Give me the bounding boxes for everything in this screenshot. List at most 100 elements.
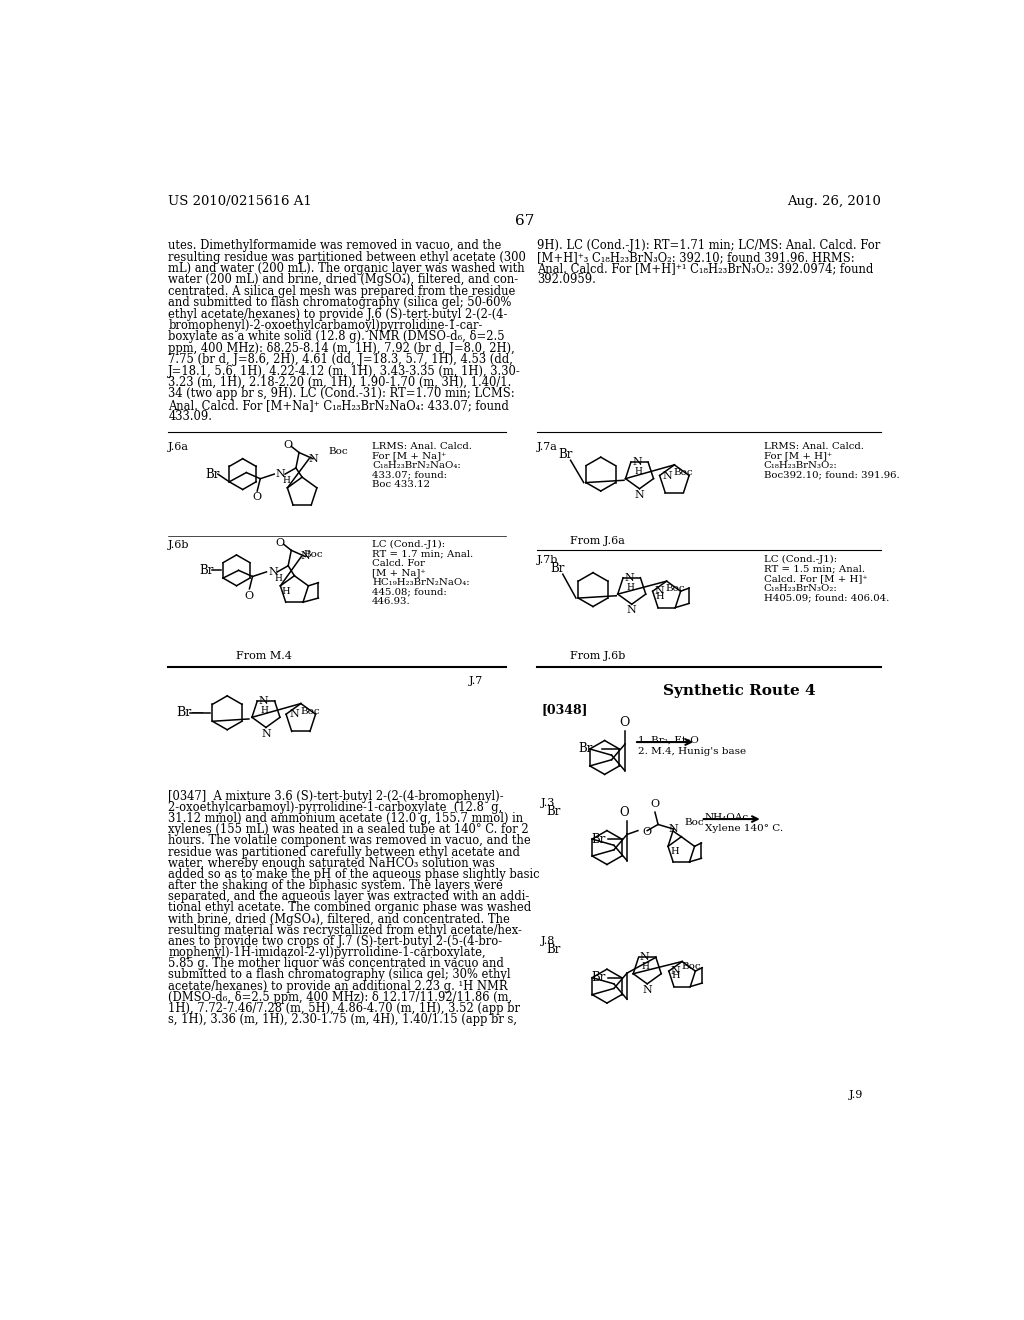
Text: N: N bbox=[640, 952, 649, 962]
Text: Boc: Boc bbox=[329, 446, 348, 455]
Text: J.6b: J.6b bbox=[168, 540, 189, 549]
Text: H: H bbox=[642, 962, 649, 972]
Text: N: N bbox=[261, 729, 270, 739]
Text: 2. M.4, Hunig's base: 2. M.4, Hunig's base bbox=[638, 747, 746, 756]
Text: acetate/hexanes) to provide an additional 2.23 g. ¹H NMR: acetate/hexanes) to provide an additiona… bbox=[168, 979, 508, 993]
Text: N: N bbox=[671, 966, 680, 975]
Text: RT = 1.5 min; Anal.: RT = 1.5 min; Anal. bbox=[764, 565, 864, 574]
Text: Br: Br bbox=[592, 972, 606, 985]
Text: water (200 mL) and brine, dried (MgSO₄), filtered, and con-: water (200 mL) and brine, dried (MgSO₄),… bbox=[168, 273, 518, 286]
Text: J=18.1, 5.6, 1H), 4.22-4.12 (m, 1H), 3.43-3.35 (m, 1H), 3.30-: J=18.1, 5.6, 1H), 4.22-4.12 (m, 1H), 3.4… bbox=[168, 364, 521, 378]
Text: N: N bbox=[663, 470, 673, 480]
Text: J.9: J.9 bbox=[849, 1090, 863, 1100]
Text: C₁₈H₂₃BrN₃O₂:: C₁₈H₂₃BrN₃O₂: bbox=[764, 461, 838, 470]
Text: Br: Br bbox=[200, 564, 214, 577]
Text: N: N bbox=[654, 586, 664, 597]
Text: Boc: Boc bbox=[684, 818, 705, 828]
Text: after the shaking of the biphasic system. The layers were: after the shaking of the biphasic system… bbox=[168, 879, 503, 892]
Text: H: H bbox=[671, 972, 680, 981]
Text: added so as to make the pH of the aqueous phase slightly basic: added so as to make the pH of the aqueou… bbox=[168, 869, 540, 880]
Text: 67: 67 bbox=[515, 214, 535, 228]
Text: 3.23 (m, 1H), 2.18-2.20 (m, 1H), 1.90-1.70 (m, 3H), 1.40/1.: 3.23 (m, 1H), 2.18-2.20 (m, 1H), 1.90-1.… bbox=[168, 376, 512, 389]
Text: Boc: Boc bbox=[665, 583, 685, 593]
Text: Calcd. For [M + H]⁺: Calcd. For [M + H]⁺ bbox=[764, 574, 867, 583]
Text: separated, and the aqueous layer was extracted with an addi-: separated, and the aqueous layer was ext… bbox=[168, 890, 529, 903]
Text: N: N bbox=[669, 824, 679, 834]
Text: 433.07; found:: 433.07; found: bbox=[372, 471, 447, 479]
Text: H: H bbox=[634, 467, 642, 477]
Text: boxylate as a white solid (12.8 g). NMR (DMSO-d₆, δ=2.5: boxylate as a white solid (12.8 g). NMR … bbox=[168, 330, 505, 343]
Text: hours. The volatile component was removed in vacuo, and the: hours. The volatile component was remove… bbox=[168, 834, 531, 847]
Text: Aug. 26, 2010: Aug. 26, 2010 bbox=[787, 195, 882, 209]
Text: For [M + H]⁺: For [M + H]⁺ bbox=[764, 451, 831, 461]
Text: LRMS: Anal. Calcd.: LRMS: Anal. Calcd. bbox=[372, 442, 472, 450]
Text: centrated. A silica gel mesh was prepared from the residue: centrated. A silica gel mesh was prepare… bbox=[168, 285, 516, 298]
Text: H: H bbox=[274, 574, 282, 582]
Text: Br: Br bbox=[547, 805, 561, 818]
Text: Calcd. For: Calcd. For bbox=[372, 558, 425, 568]
Text: mL) and water (200 mL). The organic layer was washed with: mL) and water (200 mL). The organic laye… bbox=[168, 263, 525, 275]
Text: O: O bbox=[642, 828, 651, 837]
Text: H405.09; found: 406.04.: H405.09; found: 406.04. bbox=[764, 594, 889, 602]
Text: H: H bbox=[260, 706, 268, 714]
Text: 433.09.: 433.09. bbox=[168, 411, 212, 424]
Text: Br: Br bbox=[558, 449, 572, 462]
Text: N: N bbox=[627, 606, 637, 615]
Text: submitted to a flash chromatography (silica gel; 30% ethyl: submitted to a flash chromatography (sil… bbox=[168, 969, 511, 982]
Text: Xylene 140° C.: Xylene 140° C. bbox=[705, 825, 782, 833]
Text: 2-oxoethylcarbamoyl)-pyrrolidine-1-carboxylate  (12.8  g,: 2-oxoethylcarbamoyl)-pyrrolidine-1-carbo… bbox=[168, 801, 503, 814]
Text: N: N bbox=[275, 469, 286, 479]
Text: Br: Br bbox=[550, 562, 565, 576]
Text: N: N bbox=[268, 566, 278, 577]
Text: C₁₈H₂₃BrN₂NaO₄:: C₁₈H₂₃BrN₂NaO₄: bbox=[372, 461, 461, 470]
Text: N: N bbox=[289, 709, 299, 719]
Text: O: O bbox=[284, 440, 293, 450]
Text: N: N bbox=[635, 490, 644, 500]
Text: H: H bbox=[627, 582, 634, 591]
Text: N: N bbox=[642, 985, 652, 995]
Text: NH₄OAc: NH₄OAc bbox=[705, 813, 749, 822]
Text: ppm, 400 MHz): δ8.25-8.14 (m, 1H), 7.92 (br d, J=8.0, 2H),: ppm, 400 MHz): δ8.25-8.14 (m, 1H), 7.92 … bbox=[168, 342, 515, 355]
Text: RT = 1.7 min; Anal.: RT = 1.7 min; Anal. bbox=[372, 549, 473, 558]
Text: N: N bbox=[300, 552, 310, 561]
Text: mophenyl)-1H-imidazol-2-yl)pyrrolidine-1-carboxylate,: mophenyl)-1H-imidazol-2-yl)pyrrolidine-1… bbox=[168, 946, 486, 960]
Text: From M.4: From M.4 bbox=[236, 651, 292, 661]
Text: with brine, dried (MgSO₄), filtered, and concentrated. The: with brine, dried (MgSO₄), filtered, and… bbox=[168, 912, 510, 925]
Text: 1H), 7.72-7.46/7.28 (m, 5H), 4.86-4.70 (m, 1H), 3.52 (app br: 1H), 7.72-7.46/7.28 (m, 5H), 4.86-4.70 (… bbox=[168, 1002, 520, 1015]
Text: Boc: Boc bbox=[681, 962, 700, 970]
Text: Br: Br bbox=[547, 944, 561, 957]
Text: J.6a: J.6a bbox=[168, 442, 189, 451]
Text: Anal. Calcd. For [M+Na]⁺ C₁₈H₂₃BrN₂NaO₄: 433.07; found: Anal. Calcd. For [M+Na]⁺ C₁₈H₂₃BrN₂NaO₄:… bbox=[168, 399, 509, 412]
Text: H: H bbox=[655, 593, 664, 602]
Text: resulting material was recrystallized from ethyl acetate/hex-: resulting material was recrystallized fr… bbox=[168, 924, 522, 937]
Text: resulting residue was partitioned between ethyl acetate (300: resulting residue was partitioned betwee… bbox=[168, 251, 526, 264]
Text: From J.6a: From J.6a bbox=[569, 536, 625, 545]
Text: O: O bbox=[650, 800, 659, 809]
Text: J.7a: J.7a bbox=[538, 442, 558, 451]
Text: 5.85 g. The mother liquor was concentrated in vacuo and: 5.85 g. The mother liquor was concentrat… bbox=[168, 957, 504, 970]
Text: 34 (two app br s, 9H). LC (Cond.-31): RT=1.70 min; LCMS:: 34 (two app br s, 9H). LC (Cond.-31): RT… bbox=[168, 387, 515, 400]
Text: H: H bbox=[282, 475, 290, 484]
Text: bromophenyl)-2-oxoethylcarbamoyl)pyrrolidine-1-car-: bromophenyl)-2-oxoethylcarbamoyl)pyrroli… bbox=[168, 319, 482, 333]
Text: US 2010/0215616 A1: US 2010/0215616 A1 bbox=[168, 195, 312, 209]
Text: Boc 433.12: Boc 433.12 bbox=[372, 480, 430, 490]
Text: N: N bbox=[308, 454, 317, 463]
Text: and submitted to flash chromatography (silica gel; 50-60%: and submitted to flash chromatography (s… bbox=[168, 296, 512, 309]
Text: 7.75 (br d, J=8.6, 2H), 4.61 (dd, J=18.3, 5.7, 1H), 4.53 (dd,: 7.75 (br d, J=8.6, 2H), 4.61 (dd, J=18.3… bbox=[168, 354, 513, 366]
Text: Br—: Br— bbox=[176, 706, 204, 719]
Text: J.8: J.8 bbox=[541, 936, 555, 946]
Text: J.7b: J.7b bbox=[538, 554, 558, 565]
Text: 31.12 mmol) and ammonium acetate (12.0 g, 155.7 mmol) in: 31.12 mmol) and ammonium acetate (12.0 g… bbox=[168, 812, 523, 825]
Text: N: N bbox=[259, 696, 268, 706]
Text: O: O bbox=[620, 717, 630, 730]
Text: [M+H]⁺₃ C₁₈H₂₃BrN₃O₂: 392.10; found 391.96. HRMS:: [M+H]⁺₃ C₁₈H₂₃BrN₃O₂: 392.10; found 391.… bbox=[538, 251, 855, 264]
Text: Anal. Calcd. For [M+H]⁺¹ C₁₈H₂₃BrN₃O₂: 392.0974; found: Anal. Calcd. For [M+H]⁺¹ C₁₈H₂₃BrN₃O₂: 3… bbox=[538, 263, 873, 275]
Text: N: N bbox=[632, 457, 642, 467]
Text: Br: Br bbox=[206, 467, 220, 480]
Text: H: H bbox=[671, 846, 679, 855]
Text: N: N bbox=[625, 573, 634, 582]
Text: [0347]  A mixture 3.6 (S)-tert-butyl 2-(2-(4-bromophenyl)-: [0347] A mixture 3.6 (S)-tert-butyl 2-(2… bbox=[168, 789, 504, 803]
Text: utes. Dimethylformamide was removed in vacuo, and the: utes. Dimethylformamide was removed in v… bbox=[168, 239, 502, 252]
Text: ethyl acetate/hexanes) to provide J.6 (S)-tert-butyl 2-(2-(4-: ethyl acetate/hexanes) to provide J.6 (S… bbox=[168, 308, 508, 321]
Text: s, 1H), 3.36 (m, 1H), 2.30-1.75 (m, 4H), 1.40/1.15 (app br s,: s, 1H), 3.36 (m, 1H), 2.30-1.75 (m, 4H),… bbox=[168, 1014, 517, 1026]
